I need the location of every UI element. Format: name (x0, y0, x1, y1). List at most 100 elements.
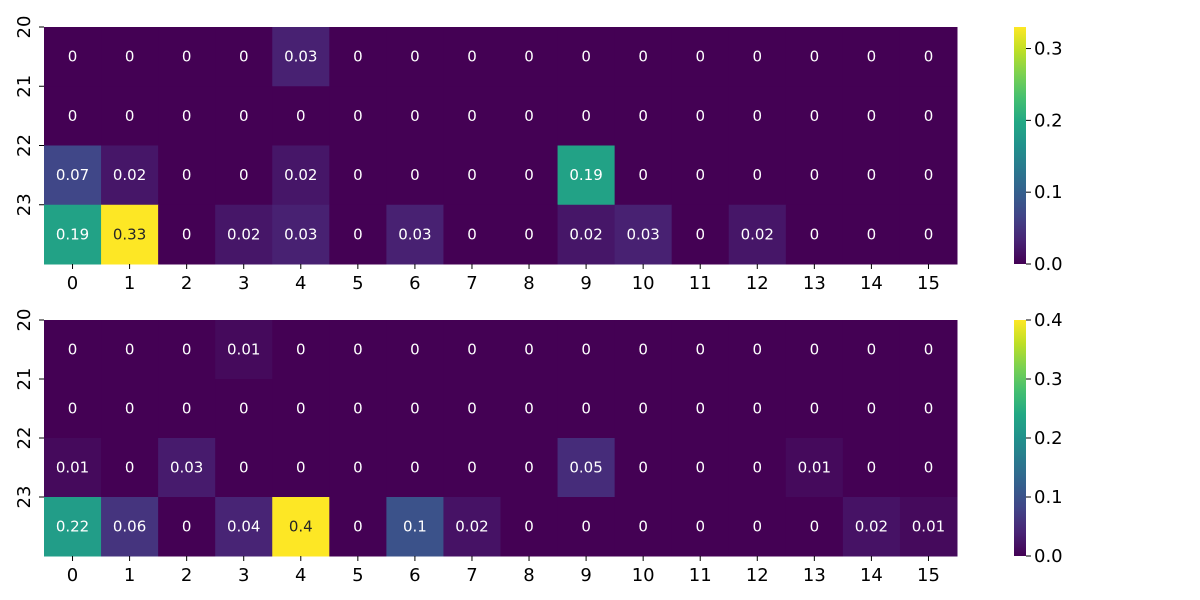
cell-value-label: 0 (695, 459, 705, 477)
heatmap-cell (329, 145, 387, 206)
heatmap-cell (101, 204, 159, 265)
heatmap-cell (614, 320, 673, 380)
heatmap-cell (272, 438, 330, 498)
heatmap-cell (728, 204, 787, 265)
cell-value-label: 0 (524, 459, 534, 477)
heatmap-cell (329, 497, 387, 557)
heatmap-cell (158, 438, 216, 498)
heatmap-cell (101, 145, 159, 206)
heatmap-cell (785, 145, 844, 206)
cell-value-label: 0.19 (569, 166, 602, 184)
heatmap-cell (728, 145, 787, 206)
heatmap-cell (899, 27, 958, 87)
x-tick-label: 4 (295, 565, 306, 586)
cell-value-label: 0 (182, 107, 192, 125)
x-tick-label: 11 (689, 565, 712, 586)
heatmap-cell (215, 204, 273, 265)
cell-value-label: 0 (524, 166, 534, 184)
cell-value-label: 0 (810, 166, 820, 184)
cell-value-label: 0 (239, 400, 249, 418)
heatmap-cell (728, 379, 787, 439)
heatmap-cell (443, 438, 501, 498)
cell-value-label: 0 (239, 48, 249, 66)
heatmap-cell (785, 438, 844, 498)
heatmap-cell (272, 27, 330, 87)
x-tick-label: 2 (181, 273, 192, 294)
heatmap-cell (215, 145, 273, 206)
heatmap-cell (272, 379, 330, 439)
colorbar-1: 0.0 0.1 0.2 0.3 (1014, 27, 1063, 275)
heatmap-cell (329, 379, 387, 439)
cell-value-label: 0 (810, 341, 820, 359)
cell-value-label: 0 (410, 400, 420, 418)
heatmap-cell (614, 379, 673, 439)
cell-value-label: 0.19 (56, 225, 89, 243)
x-tick-label: 6 (409, 565, 420, 586)
heatmap-cell (500, 204, 559, 265)
heatmap-cell (728, 438, 787, 498)
cell-value-label: 0 (810, 518, 820, 536)
cell-value-label: 0 (353, 107, 363, 125)
cell-value-label: 0 (239, 166, 249, 184)
cell-value-label: 0.06 (113, 518, 146, 536)
heatmap-cell (557, 438, 616, 498)
heatmap-cell (215, 379, 273, 439)
x-tick-label: 1 (124, 565, 135, 586)
cell-value-label: 0 (867, 166, 877, 184)
heatmap-cell (785, 204, 844, 265)
heatmap-cell (443, 497, 501, 557)
heatmap-cell (842, 497, 901, 557)
heatmap-cell (101, 86, 159, 146)
heatmap-cell (158, 86, 216, 146)
cell-value-label: 0 (467, 166, 477, 184)
heatmap-cell (899, 497, 958, 557)
cell-value-label: 0 (581, 48, 591, 66)
heatmap-cell (272, 320, 330, 380)
heatmap-cell (899, 204, 958, 265)
cell-value-label: 0 (753, 166, 763, 184)
cell-value-label: 0 (296, 341, 306, 359)
heatmap-cell (329, 438, 387, 498)
heatmap-cell (158, 145, 216, 206)
cell-value-label: 0 (810, 48, 820, 66)
cell-value-label: 0 (638, 166, 648, 184)
heatmap-cell (215, 27, 273, 87)
heatmap-cell (614, 497, 673, 557)
colorbar-2: 0.0 0.1 0.2 0.3 0.4 (1014, 310, 1063, 567)
heatmap-cell (215, 320, 273, 380)
x-tick-label: 3 (238, 273, 249, 294)
heatmap-cell (842, 204, 901, 265)
heatmap-cell (500, 145, 559, 206)
x-tick-label: 13 (803, 273, 826, 294)
cell-value-label: 0 (867, 48, 877, 66)
y-tick-label: 20 (14, 16, 35, 39)
heatmap-cell (728, 27, 787, 87)
heatmap-cell (215, 497, 273, 557)
cell-value-label: 0 (638, 459, 648, 477)
cell-value-label: 0 (753, 518, 763, 536)
heatmap-cell (443, 320, 501, 380)
heatmap-cell (671, 438, 730, 498)
heatmap-cell (158, 204, 216, 265)
cell-value-label: 0 (68, 341, 78, 359)
cell-value-label: 0.07 (56, 166, 89, 184)
cell-value-label: 0 (581, 341, 591, 359)
heatmap-cell (443, 379, 501, 439)
cell-value-label: 0 (467, 400, 477, 418)
y-tick-label: 22 (14, 427, 35, 450)
cell-value-label: 0 (125, 459, 135, 477)
x-tick-label: 12 (746, 565, 769, 586)
cell-value-label: 0 (867, 459, 877, 477)
cell-value-label: 0 (867, 225, 877, 243)
heatmap-cell (272, 86, 330, 146)
heatmap-cell (443, 27, 501, 87)
heatmap-cell (557, 86, 616, 146)
heatmap-cell (386, 27, 444, 87)
heatmap-cell (728, 86, 787, 146)
y-tick-label: 21 (14, 75, 35, 98)
cell-value-label: 0 (695, 341, 705, 359)
heatmap-cell (158, 27, 216, 87)
heatmap-cell (44, 145, 102, 206)
heatmap-cell (443, 86, 501, 146)
